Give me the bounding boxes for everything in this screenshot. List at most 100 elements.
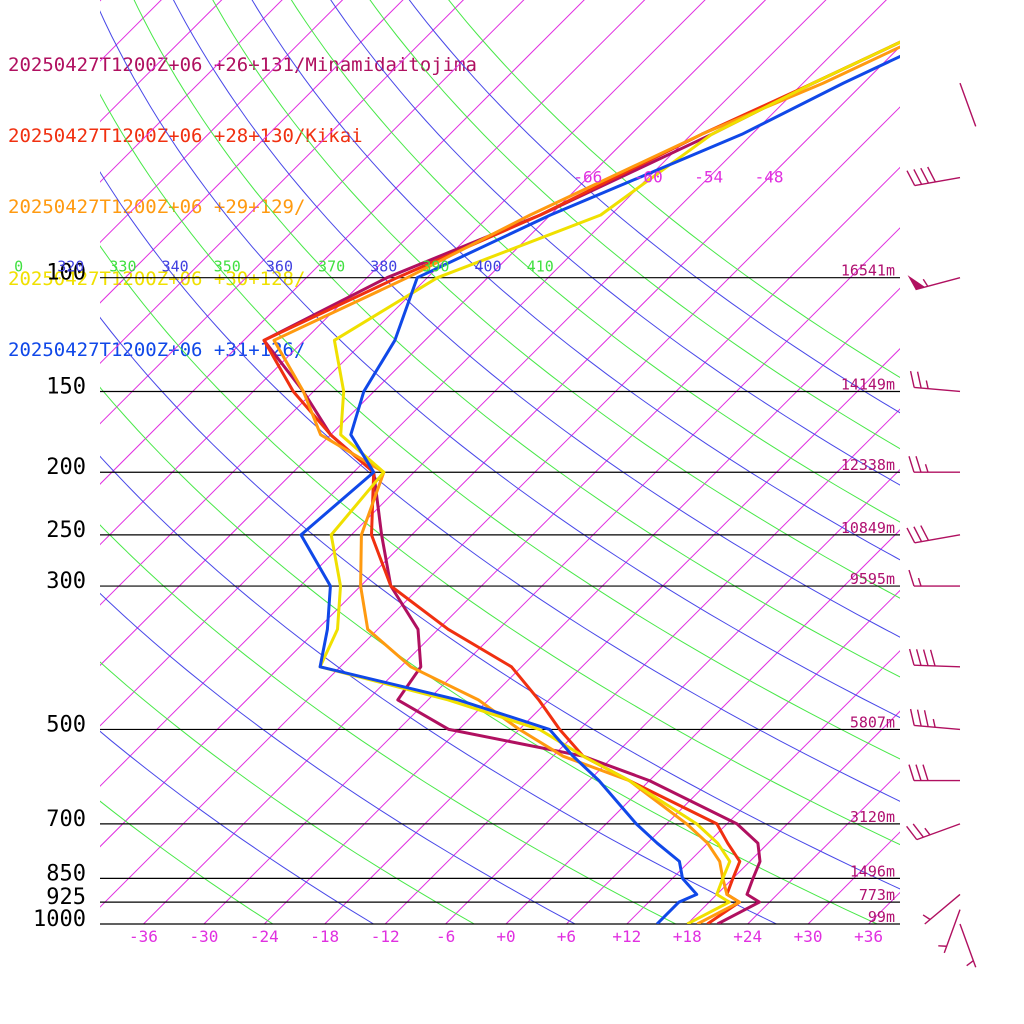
dry-adiabat-line <box>133 0 900 678</box>
isotherm-line <box>100 106 900 908</box>
wind-barb-half-flag <box>922 278 929 287</box>
dry-adiabat-line <box>100 10 900 719</box>
wind-barb-flag <box>913 169 923 185</box>
temperature-tick-label: +36 <box>854 927 883 946</box>
dry-adiabat-line <box>100 524 676 924</box>
wind-barb-flag <box>916 371 922 389</box>
isotherm-line <box>686 710 900 924</box>
isotherm-line <box>445 468 900 924</box>
dry-adiabat-line <box>369 0 900 450</box>
wind-barb-flag <box>916 709 922 727</box>
height-label-250: 10849m <box>841 519 895 537</box>
isotherm-line <box>100 0 827 727</box>
dry-adiabat-line <box>330 0 900 486</box>
pressure-grid <box>100 277 900 925</box>
wind-barb <box>908 648 961 668</box>
wind-barb-staff <box>916 823 961 841</box>
isotherm-line <box>324 348 900 924</box>
profile-series-3 <box>318 40 900 924</box>
wind-barb-flag <box>913 526 923 542</box>
theta-label: 360 <box>266 258 293 276</box>
temperature-profiles <box>262 40 900 924</box>
dry-adiabat-line <box>212 0 900 599</box>
isotherm-line <box>626 650 900 924</box>
legend: 20250427T1200Z+06 +26+131/Minamidaitojim… <box>8 6 477 387</box>
profile-series-2 <box>272 45 900 924</box>
theta-label: 320 <box>57 258 84 276</box>
theta-label: 380 <box>370 258 397 276</box>
dry-adiabat-line <box>100 800 274 924</box>
wind-barb <box>906 525 961 544</box>
isotherm-line <box>100 0 706 606</box>
legend-entry-30-128: 20250427T1200Z+06 +30+128/ <box>8 267 306 290</box>
isotherm-line <box>100 0 525 425</box>
wind-barb-staff <box>915 276 961 291</box>
wind-barb <box>959 82 977 127</box>
wind-barb-flag <box>927 166 937 183</box>
wind-barb-flag <box>920 167 930 184</box>
height-label-500: 5807m <box>850 713 895 731</box>
theta-label: 340 <box>162 258 189 276</box>
wind-barb-staff <box>959 923 977 968</box>
wind-barb-flag <box>906 170 916 186</box>
wind-barb <box>938 909 961 954</box>
isotherm-line <box>505 529 900 924</box>
wind-barb-flag <box>923 710 929 727</box>
temperature-tick-label: +12 <box>612 927 641 946</box>
wind-barb-flag <box>908 764 915 781</box>
axis-labels: 100 16541m 150 14149m 200 12338m 250 10849m 300 9… <box>14 168 895 946</box>
wind-barb-staff <box>914 386 961 393</box>
isotherm-label: -66 <box>573 168 602 187</box>
wind-barb-flag <box>912 823 924 838</box>
theta-label: 350 <box>214 258 241 276</box>
wind-barb-flag <box>915 764 922 781</box>
wind-barb <box>909 708 961 731</box>
isotherm-line <box>100 0 767 667</box>
dry-adiabat-line <box>408 0 900 414</box>
dry-adiabat-line <box>100 592 576 924</box>
isotherm-grid <box>100 0 1024 924</box>
wind-barb-flag <box>906 527 916 544</box>
pressure-label-250: 250 <box>46 518 86 543</box>
isotherm-line <box>100 45 900 848</box>
wind-barbs <box>906 82 977 968</box>
wind-barb-flag <box>915 649 922 666</box>
isotherm-line <box>100 0 585 485</box>
temperature-tick-label: -36 <box>129 927 158 946</box>
wind-barb-staff <box>914 664 961 668</box>
wind-barb-flag <box>929 649 936 667</box>
pressure-label-100: 100 <box>46 261 86 286</box>
wind-barb-half-flag <box>932 718 936 728</box>
wind-barb <box>908 764 960 782</box>
isotherm-line <box>929 0 1024 924</box>
wind-barb-staff <box>914 724 961 731</box>
dry-adiabat-line <box>100 316 900 890</box>
wind-barb-flag <box>906 825 918 841</box>
isotherm-line <box>100 0 464 364</box>
isotherm-label: -60 <box>634 168 663 187</box>
wind-barb <box>906 823 961 841</box>
wind-barb-flag <box>922 764 929 781</box>
wind-barb <box>906 166 961 187</box>
temperature-tick-label: +18 <box>673 927 702 946</box>
wind-barb <box>908 456 960 473</box>
profile-series-4 <box>299 54 900 924</box>
pressure-label-200: 200 <box>46 455 86 480</box>
theta-label: 390 <box>422 258 449 276</box>
dry-adiabat-line <box>251 0 900 561</box>
temperature-tick-label: +6 <box>557 927 576 946</box>
wind-barb <box>908 569 960 587</box>
isotherm-line <box>100 0 887 787</box>
legend-entry-minamidaitojima: 20250427T1200Z+06 +26+131/Minamidaitojim… <box>8 53 477 76</box>
temperature-tick-label: -12 <box>371 927 400 946</box>
height-label-1000: 99m <box>868 908 895 926</box>
wind-barb-staff <box>914 176 961 187</box>
temperature-tick-label: -18 <box>310 927 339 946</box>
isotherm-line <box>143 166 900 924</box>
profile-series-0 <box>262 40 900 924</box>
wind-barb <box>922 893 961 925</box>
dry-adiabat-grid <box>100 0 900 924</box>
wind-barb-flag <box>920 525 930 541</box>
dry-adiabat-line <box>172 0 900 638</box>
